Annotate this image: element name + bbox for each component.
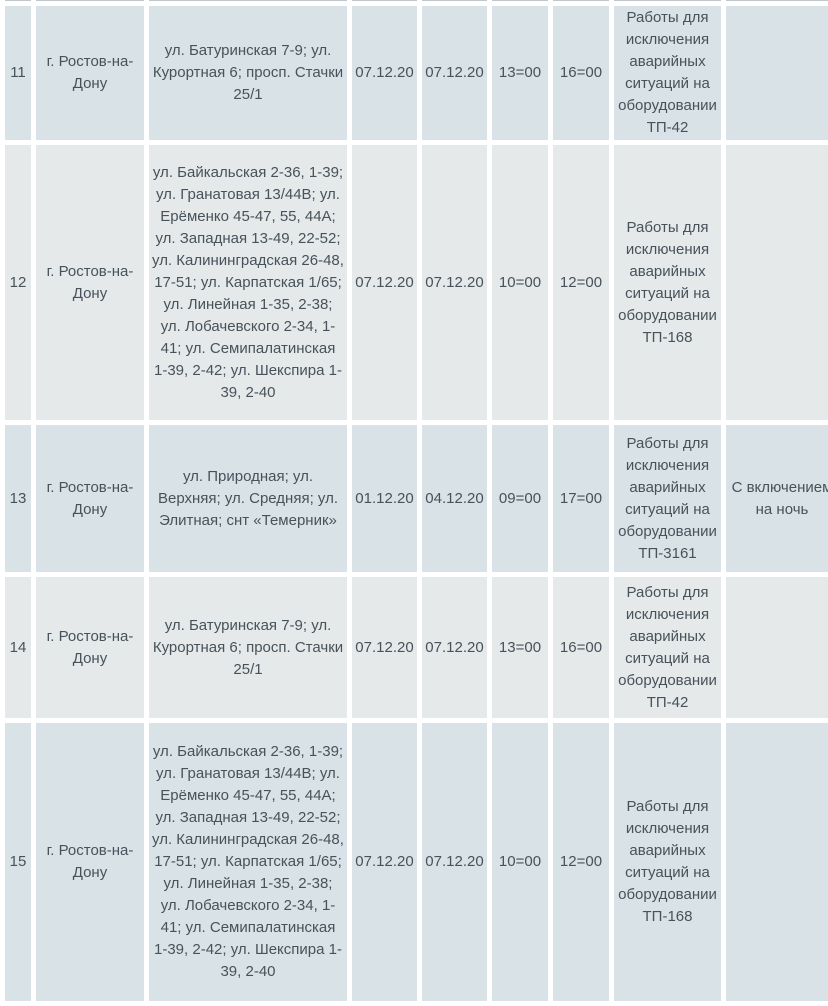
cell-reason: Работы для исключения аварийных ситуаций… <box>614 723 721 1001</box>
cell-row-number: 15 <box>5 723 31 1001</box>
cell-city: г. Ростов-на-Дону <box>36 145 144 420</box>
sliver-cell <box>352 0 417 1</box>
table-row: 14 г. Ростов-на-Дону ул. Батуринская 7-9… <box>5 577 828 718</box>
cell-row-number: 11 <box>5 6 31 140</box>
cell-time-end: 16=00 <box>553 577 609 718</box>
sliver-cell <box>422 0 487 1</box>
cell-date-end: 07.12.20 <box>422 723 487 1001</box>
cell-streets: ул. Байкальская 2-36, 1-39; ул. Гранатов… <box>149 723 347 1001</box>
cell-streets: ул. Байкальская 2-36, 1-39; ул. Гранатов… <box>149 145 347 420</box>
previous-row-sliver <box>5 0 828 1</box>
cell-city: г. Ростов-на-Дону <box>36 723 144 1001</box>
sliver-cell <box>726 0 828 1</box>
table-row: 13 г. Ростов-на-Дону ул. Природная; ул. … <box>5 425 828 572</box>
cell-date-end: 07.12.20 <box>422 577 487 718</box>
table-row: 15 г. Ростов-на-Дону ул. Байкальская 2-3… <box>5 723 828 1001</box>
sliver-cell <box>5 0 31 1</box>
cell-reason: Работы для исключения аварийных ситуаций… <box>614 425 721 572</box>
cell-city: г. Ростов-на-Дону <box>36 6 144 140</box>
cell-date-start: 07.12.20 <box>352 145 417 420</box>
cell-date-end: 04.12.20 <box>422 425 487 572</box>
sliver-cell <box>492 0 548 1</box>
cell-time-start: 10=00 <box>492 145 548 420</box>
table-row: 11 г. Ростов-на-Дону ул. Батуринская 7-9… <box>5 6 828 140</box>
sliver-cell <box>36 0 144 1</box>
cell-row-number: 12 <box>5 145 31 420</box>
cell-note <box>726 577 828 718</box>
cell-reason: Работы для исключения аварийных ситуаций… <box>614 6 721 140</box>
cell-time-end: 12=00 <box>553 145 609 420</box>
cell-row-number: 13 <box>5 425 31 572</box>
cell-streets: ул. Батуринская 7-9; ул. Курортная 6; пр… <box>149 6 347 140</box>
cell-note <box>726 145 828 420</box>
cell-time-end: 16=00 <box>553 6 609 140</box>
cell-time-start: 13=00 <box>492 6 548 140</box>
cell-time-end: 17=00 <box>553 425 609 572</box>
cell-date-start: 07.12.20 <box>352 723 417 1001</box>
cell-reason: Работы для исключения аварийных ситуаций… <box>614 145 721 420</box>
cell-date-end: 07.12.20 <box>422 145 487 420</box>
sliver-cell <box>149 0 347 1</box>
cell-row-number: 14 <box>5 577 31 718</box>
cell-time-start: 09=00 <box>492 425 548 572</box>
cell-date-start: 07.12.20 <box>352 6 417 140</box>
cell-time-start: 10=00 <box>492 723 548 1001</box>
sliver-cell <box>614 0 721 1</box>
cell-streets: ул. Батуринская 7-9; ул. Курортная 6; пр… <box>149 577 347 718</box>
table-row: 12 г. Ростов-на-Дону ул. Байкальская 2-3… <box>5 145 828 420</box>
cell-time-start: 13=00 <box>492 577 548 718</box>
cell-date-start: 07.12.20 <box>352 577 417 718</box>
cell-reason: Работы для исключения аварийных ситуаций… <box>614 577 721 718</box>
cell-time-end: 12=00 <box>553 723 609 1001</box>
cell-note: С включением на ночь <box>726 425 828 572</box>
cell-note <box>726 723 828 1001</box>
cell-date-start: 01.12.20 <box>352 425 417 572</box>
cell-date-end: 07.12.20 <box>422 6 487 140</box>
cell-city: г. Ростов-на-Дону <box>36 577 144 718</box>
cell-streets: ул. Природная; ул. Верхняя; ул. Средняя;… <box>149 425 347 572</box>
cell-city: г. Ростов-на-Дону <box>36 425 144 572</box>
sliver-cell <box>553 0 609 1</box>
cell-note <box>726 6 828 140</box>
